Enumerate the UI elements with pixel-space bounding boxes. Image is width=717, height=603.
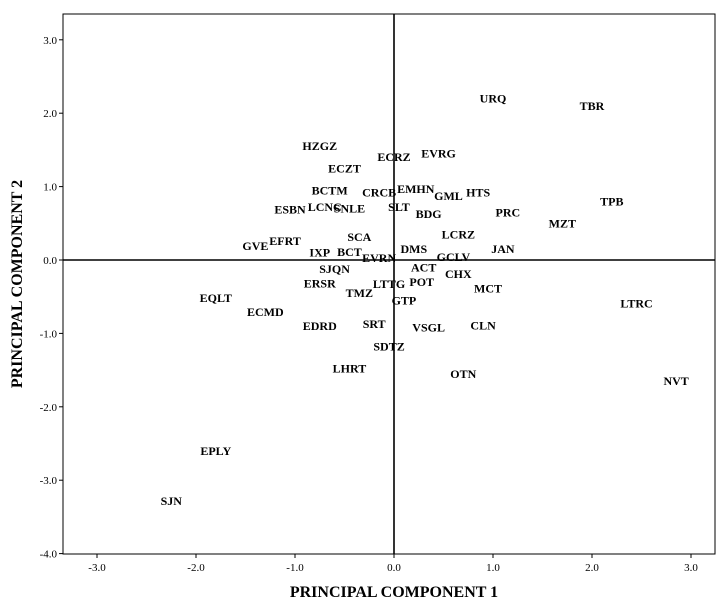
point-label: ECRZ	[377, 150, 410, 164]
point-label: SJN	[161, 494, 183, 508]
x-tick-label: -1.0	[286, 562, 304, 574]
point-label: MZT	[549, 216, 576, 230]
point-label: BCT	[337, 245, 362, 259]
point-label: EVRN	[362, 251, 396, 265]
point-label: IXP	[309, 246, 330, 260]
point-label: TBR	[580, 99, 605, 113]
point-label: ACT	[411, 260, 436, 274]
point-label: LTTG	[373, 277, 405, 291]
point-label: OTN	[450, 367, 476, 381]
point-label: CHX	[445, 267, 472, 281]
point-label: POT	[409, 275, 434, 289]
point-label: NVT	[663, 374, 688, 388]
plot-frame	[62, 13, 716, 555]
point-label: BDG	[416, 207, 442, 221]
y-tick-label: 1.0	[43, 182, 57, 194]
point-label: TMZ	[346, 286, 373, 300]
point-label: URQ	[480, 92, 507, 106]
point-label: DMS	[400, 242, 427, 256]
x-tick-label: 2.0	[585, 562, 599, 574]
point-label: EMHN	[397, 182, 435, 196]
y-tick-label: -2.0	[40, 402, 58, 414]
point-label: HZGZ	[302, 139, 337, 153]
point-label: ECMD	[247, 305, 284, 319]
point-label: SDTZ	[373, 340, 404, 354]
point-label: GVE	[242, 239, 268, 253]
point-label: LCRZ	[442, 227, 475, 241]
point-label: EQLT	[200, 291, 232, 305]
point-label: SRT	[363, 317, 386, 331]
point-label: LCNC	[308, 200, 342, 214]
point-label: LTRC	[620, 296, 652, 310]
point-label: CLN	[470, 318, 496, 332]
y-axis-label: PRINCIPAL COMPONENT 2	[9, 180, 26, 388]
point-label: SCA	[347, 230, 371, 244]
point-label: TPB	[600, 194, 623, 208]
point-label: GML	[434, 189, 463, 203]
point-label: SNLE	[334, 202, 365, 216]
x-tick-label: 0.0	[387, 562, 401, 574]
x-tick-label: 3.0	[684, 562, 698, 574]
x-axis-label: PRINCIPAL COMPONENT 1	[290, 584, 498, 601]
point-label: EDRD	[303, 319, 337, 333]
y-tick-label: -1.0	[40, 328, 58, 340]
point-label: ERSR	[304, 276, 336, 290]
y-tick-label: -3.0	[40, 475, 58, 487]
point-label: EPLY	[200, 444, 231, 458]
point-label: EVRG	[421, 147, 456, 161]
point-label: ESBN	[274, 202, 306, 216]
reference-lines	[63, 14, 715, 554]
point-label: JAN	[491, 242, 515, 256]
point-label: ECZT	[328, 161, 361, 175]
point-label: GCLV	[437, 250, 471, 264]
point-label: EFRT	[269, 234, 301, 248]
data-labels: URQ TBR TPB MZT PRC JAN HZGZ ECZT ECRZ EVRG BCTM CR…	[161, 92, 689, 508]
x-tick-label: -2.0	[187, 562, 205, 574]
point-label: LHRT	[333, 362, 367, 376]
axis-ticks: -3.0 -2.0 -1.0 0.0 1.0 2.0 3.0 3.0 2.0 1.0 0.0 -1.0…	[40, 35, 699, 574]
point-label: CRCB	[362, 185, 396, 199]
point-label: BCTM	[312, 183, 348, 197]
point-label: SLT	[388, 200, 410, 214]
point-label: HTS	[466, 185, 490, 199]
x-tick-label: 1.0	[486, 562, 500, 574]
point-label: SJQN	[319, 262, 350, 276]
point-label: MCT	[474, 282, 502, 296]
point-label: VSGL	[412, 321, 445, 335]
y-tick-label: 3.0	[43, 35, 57, 47]
x-tick-label: -3.0	[88, 562, 106, 574]
y-tick-label: 0.0	[43, 255, 57, 267]
point-label: PRC	[496, 205, 521, 219]
y-tick-label: 2.0	[43, 108, 57, 120]
point-label: GTP	[392, 293, 417, 307]
y-tick-label: -4.0	[40, 549, 58, 561]
